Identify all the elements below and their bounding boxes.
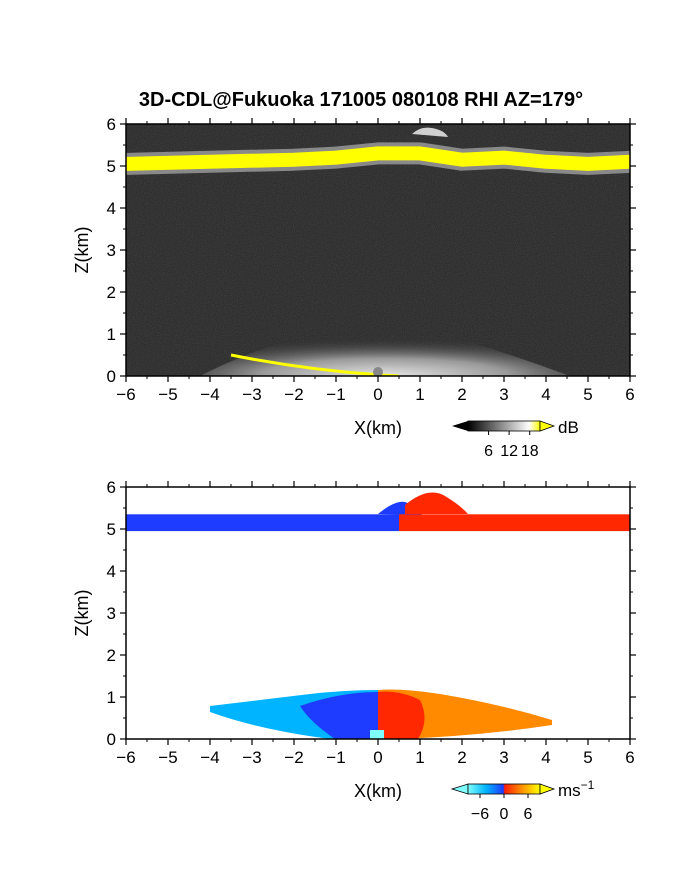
y-tick-label: 5	[107, 520, 116, 539]
colorbar-right-triangle	[539, 420, 556, 432]
x-tick-label: −4	[200, 385, 219, 404]
x-tick-label: 2	[457, 385, 466, 404]
colorbar-unit-exponent: −1	[581, 778, 595, 792]
x-tick-label: −1	[326, 385, 345, 404]
y-tick-label: 6	[107, 115, 116, 134]
x-tick-label: 4	[541, 748, 550, 767]
y-tick-label: 4	[107, 562, 116, 581]
y-tick-label: 2	[107, 646, 116, 665]
colorbar-unit: ms−1	[558, 778, 595, 800]
y-tick-label: 3	[107, 241, 116, 260]
x-tick-label: 1	[415, 748, 424, 767]
colorbar-bar	[467, 783, 541, 795]
x-tick-label: 1	[415, 385, 424, 404]
x-tick-label: −5	[158, 748, 177, 767]
reflectivity-xlabel: X(km)	[354, 418, 402, 438]
x-tick-label: 6	[625, 385, 634, 404]
y-tick-label: 6	[107, 478, 116, 497]
x-tick-label: 0	[373, 385, 382, 404]
radar-site	[373, 367, 383, 376]
x-tick-label: −5	[158, 385, 177, 404]
colorbar-bar	[467, 420, 541, 432]
x-tick-label: 3	[499, 385, 508, 404]
colorbar-left-triangle	[452, 421, 468, 431]
y-tick-label: 5	[107, 157, 116, 176]
x-tick-label: −6	[116, 385, 135, 404]
velocity-near-site	[370, 730, 384, 739]
colorbar-tick-label: 6	[484, 443, 493, 460]
x-tick-label: 5	[583, 748, 592, 767]
reflectivity-cap	[412, 127, 448, 137]
velocity-axes: −6 −5 −4 −3 −2 −1 0 1 2 3 4 5 6 0 1 2 3 4 5 6	[107, 478, 636, 767]
reflectivity-axes: −6 −5 −4 −3 −2 −1 0 1 2 3 4 5 6 0 1 2 3 4 5 6	[107, 115, 636, 404]
y-tick-label: 1	[107, 325, 116, 344]
colorbar-tick-label: 12	[500, 443, 518, 460]
x-tick-label: 2	[457, 748, 466, 767]
velocity-xlabel: X(km)	[354, 781, 402, 801]
colorbar-tick-label: 0	[500, 806, 509, 823]
x-tick-label: −1	[326, 748, 345, 767]
colorbar-right-triangle	[539, 783, 556, 795]
velocity-bump-positive	[405, 492, 468, 514]
x-tick-label: 5	[583, 385, 592, 404]
reflectivity-layer	[126, 146, 630, 171]
velocity-colorbar: −6 0 6 ms−1	[450, 778, 595, 823]
x-tick-label: −6	[116, 748, 135, 767]
y-tick-label: 2	[107, 283, 116, 302]
y-tick-label: 0	[107, 367, 116, 386]
colorbar-left-triangle	[450, 783, 469, 795]
velocity-boundary-positive-core	[378, 691, 425, 739]
colorbar-tick-label: 18	[521, 443, 539, 460]
colorbar-tick-label: 6	[524, 806, 533, 823]
x-tick-label: −2	[284, 748, 303, 767]
y-tick-label: 1	[107, 688, 116, 707]
reflectivity-ylabel: Z(km)	[72, 227, 92, 274]
velocity-boundary-negative-core	[300, 692, 378, 739]
x-tick-label: 6	[625, 748, 634, 767]
reflectivity-colorbar: 6 12 18 dB	[452, 418, 579, 460]
reflectivity-echo	[200, 324, 570, 376]
figure-title: 3D-CDL@Fukuoka 171005 080108 RHI AZ=179°	[139, 89, 583, 111]
x-tick-label: 4	[541, 385, 550, 404]
y-tick-label: 0	[107, 730, 116, 749]
x-tick-label: 0	[373, 748, 382, 767]
x-tick-label: −4	[200, 748, 219, 767]
colorbar-tick-label: −6	[471, 806, 489, 823]
velocity-layer-negative	[126, 514, 399, 532]
y-tick-label: 3	[107, 604, 116, 623]
x-tick-label: −3	[242, 748, 261, 767]
y-tick-label: 4	[107, 199, 116, 218]
x-tick-label: −3	[242, 385, 261, 404]
colorbar-unit-base: ms	[558, 781, 581, 800]
x-tick-label: −2	[284, 385, 303, 404]
velocity-ylabel: Z(km)	[72, 590, 92, 637]
velocity-layer-positive	[399, 514, 630, 532]
colorbar-unit: dB	[558, 418, 579, 437]
x-tick-label: 3	[499, 748, 508, 767]
